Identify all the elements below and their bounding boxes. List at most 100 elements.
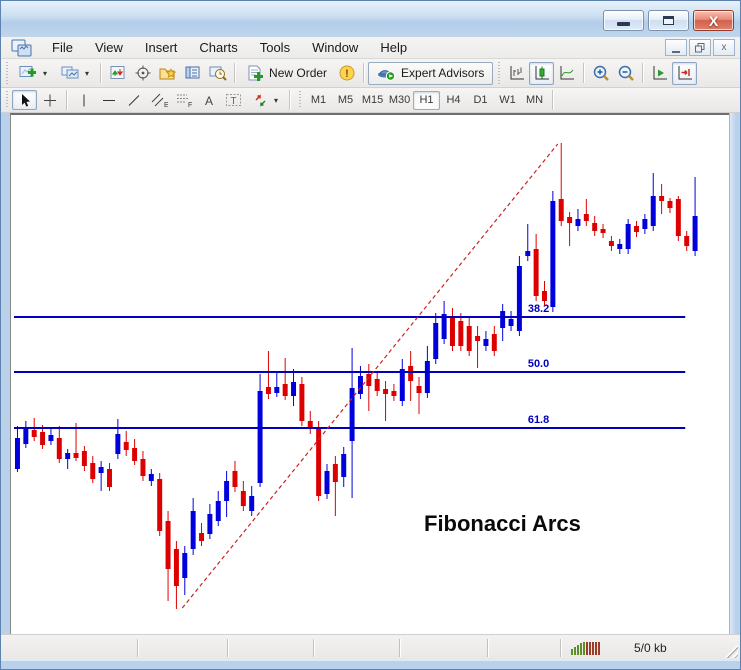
menu-help[interactable]: Help — [380, 40, 408, 55]
data-window-button[interactable] — [130, 62, 155, 85]
traffic-counter: 5/0 kb — [634, 640, 667, 655]
text-label-tool-button[interactable]: T — [221, 90, 246, 110]
window-minimize-button[interactable] — [603, 10, 644, 31]
timeframe-d1-button[interactable]: D1 — [473, 94, 488, 106]
timeframe-w1-button[interactable]: W1 — [499, 94, 516, 106]
cursor-tool-button[interactable] — [12, 90, 37, 110]
crosshair-target-icon — [135, 65, 151, 81]
terminal-list-icon — [185, 66, 200, 79]
equidistant-channel-tool-button[interactable]: E — [146, 90, 171, 110]
terminal-button[interactable] — [180, 62, 205, 85]
menu-file[interactable]: File — [52, 40, 73, 55]
toolbar-grip[interactable] — [297, 91, 304, 109]
menu-bar: File View Insert Charts Tools Window Hel… — [1, 37, 740, 59]
alerts-button[interactable]: ! — [334, 62, 359, 85]
standard-toolbar: ▾ ▾ New Order ! — [1, 59, 740, 88]
child-close-button[interactable]: x — [713, 39, 735, 56]
toolbar-separator — [583, 63, 585, 83]
timeframe-m1-button[interactable]: M1 — [310, 94, 327, 106]
vertical-line-icon — [83, 94, 84, 106]
window-right-border — [729, 113, 740, 634]
channel-icon: E — [151, 93, 168, 108]
child-restore-icon — [695, 42, 705, 52]
svg-text:!: ! — [345, 68, 349, 80]
toolbar-separator — [234, 63, 236, 83]
toolbar-grip[interactable] — [4, 91, 10, 109]
toolbar-separator — [552, 90, 554, 110]
resize-grip[interactable] — [724, 644, 738, 658]
timeframe-mn-button[interactable]: MN — [525, 94, 544, 106]
profiles-icon — [61, 66, 79, 79]
svg-text:50.0: 50.0 — [528, 358, 549, 370]
child-window-controls: x — [665, 39, 735, 56]
timeframe-m5-button[interactable]: M5 — [337, 94, 354, 106]
expert-advisors-label: Expert Advisors — [401, 66, 485, 80]
chevron-down-icon: ▾ — [85, 68, 90, 78]
navigator-button[interactable] — [155, 62, 180, 85]
text-tool-button[interactable]: A — [196, 90, 221, 110]
new-order-label: New Order — [269, 66, 328, 80]
horizontal-line-tool-button[interactable] — [96, 90, 121, 110]
timeframe-h1-button[interactable]: H1 — [413, 90, 441, 110]
menu-charts[interactable]: Charts — [199, 40, 238, 55]
new-chart-icon — [19, 66, 36, 77]
alert-icon: ! — [339, 65, 355, 81]
trendline-icon — [128, 94, 139, 106]
window-maximize-button[interactable] — [648, 10, 689, 31]
svg-text:38.2: 38.2 — [528, 303, 549, 315]
chart-shift-button[interactable] — [672, 61, 698, 85]
timeframe-m15-button[interactable]: M15 — [361, 94, 384, 106]
child-minimize-icon — [672, 50, 680, 53]
zoom-in-icon — [593, 65, 609, 81]
zoom-out-icon — [618, 65, 634, 81]
toolbar-separator — [100, 63, 102, 83]
bar-chart-icon — [510, 66, 524, 80]
new-order-button[interactable]: New Order — [239, 62, 334, 85]
title-bar: X — [1, 1, 740, 37]
app-logo-icon — [11, 39, 33, 57]
menu-insert[interactable]: Insert — [144, 40, 178, 55]
zoom-in-button[interactable] — [588, 62, 613, 85]
auto-scroll-button[interactable] — [647, 62, 672, 85]
strategy-tester-button[interactable] — [205, 62, 230, 85]
arrows-tool-button[interactable]: ▾ — [246, 90, 285, 110]
menu-tools[interactable]: Tools — [259, 40, 291, 55]
toolbar-grip[interactable] — [4, 62, 10, 84]
timeframe-m30-button[interactable]: M30 — [388, 94, 411, 106]
minimize-icon — [617, 21, 630, 26]
trendline-tool-button[interactable] — [121, 90, 146, 110]
child-minimize-button[interactable] — [665, 39, 687, 56]
svg-text:T: T — [230, 96, 236, 107]
new-chart-button[interactable]: ▾ — [12, 62, 54, 85]
crosshair-tool-button[interactable] — [37, 90, 62, 110]
candlestick-chart: 38.2 50.0 61.8 — [13, 143, 698, 609]
status-cell — [400, 638, 488, 657]
new-order-icon — [248, 65, 264, 81]
timeframe-h4-button[interactable]: H4 — [446, 94, 461, 106]
fibonacci-tool-button[interactable]: F — [171, 90, 196, 110]
chart-annotation: Fibonacci Arcs — [424, 511, 581, 536]
market-watch-button[interactable] — [105, 62, 130, 85]
status-cell — [314, 638, 400, 657]
menu-view[interactable]: View — [94, 40, 123, 55]
profiles-button[interactable]: ▾ — [54, 62, 96, 85]
chart-area[interactable]: 38.2 50.0 61.8 Fibonacci Arcs — [10, 113, 730, 634]
window-close-button[interactable]: X — [693, 10, 734, 31]
bar-chart-button[interactable] — [504, 62, 529, 85]
menu-window[interactable]: Window — [312, 40, 359, 55]
vertical-line-tool-button[interactable] — [71, 90, 96, 110]
expert-advisors-button[interactable]: Expert Advisors — [368, 61, 494, 85]
child-restore-button[interactable] — [689, 39, 711, 56]
line-chart-button[interactable] — [554, 62, 579, 85]
toolbar-grip[interactable] — [496, 62, 503, 84]
line-chart-icon — [560, 66, 574, 80]
candlestick-chart-button[interactable] — [529, 61, 555, 85]
toolbar-separator — [642, 63, 644, 83]
svg-text:61.8: 61.8 — [528, 414, 549, 426]
chevron-down-icon: ▾ — [274, 95, 279, 105]
chart-shift-icon — [678, 66, 692, 80]
zoom-out-button[interactable] — [613, 62, 638, 85]
connection-bars-icon — [571, 640, 600, 655]
toolbar-separator — [289, 90, 291, 110]
